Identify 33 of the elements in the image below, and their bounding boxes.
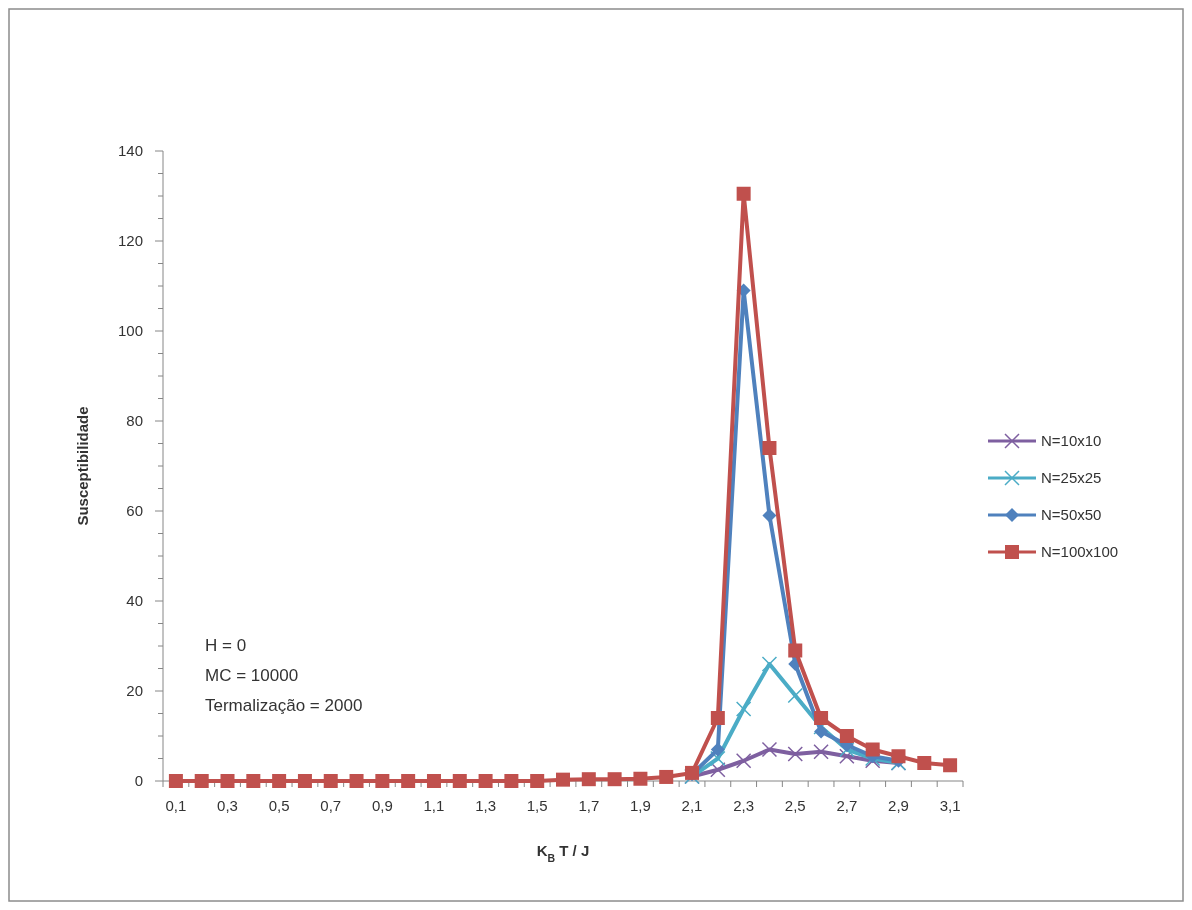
x-tick-label: 2,7 [836, 797, 858, 814]
annotation: Termalização = 2000 [205, 696, 363, 715]
x-tick-label: 3,1 [939, 797, 961, 814]
x-tick-label: 2,9 [888, 797, 909, 814]
x-tick-label: 1,5 [526, 797, 548, 814]
x-tick-label: 1,3 [475, 797, 497, 814]
x-tick-label: 1,7 [578, 797, 600, 814]
y-tick-label: 140 [117, 142, 143, 160]
x-tick-label: 0,7 [320, 797, 342, 814]
legend-label: N=25x25 [1041, 469, 1102, 487]
x-tick-label: 1,9 [629, 797, 651, 814]
x-tick-label: 2,5 [784, 797, 806, 814]
y-tick-label: 0 [134, 772, 143, 790]
x-tick-label: 2,3 [733, 797, 755, 814]
x-tick-label: 1,1 [423, 797, 445, 814]
x-axis-title: K$_{B}$ T / J [536, 842, 590, 864]
annotation: H = 0 [205, 636, 247, 655]
x-tick-label: 0,1 [165, 797, 187, 814]
legend-label: N=50x50 [1041, 506, 1102, 524]
x-tick-label: 0,9 [371, 797, 393, 814]
annotation: MC = 10000 [205, 666, 299, 685]
y-tick-label: 60 [126, 502, 143, 520]
y-tick-label: 120 [117, 232, 143, 250]
y-tick-label: 40 [126, 592, 143, 610]
legend-label: N=100x100 [1041, 543, 1119, 561]
y-axis-title: Susceptibilidade [74, 406, 91, 526]
y-tick-label: 100 [117, 322, 143, 340]
x-tick-label: 0,3 [217, 797, 238, 814]
y-tick-label: 80 [126, 412, 143, 430]
x-tick-label: 0,5 [268, 797, 290, 814]
y-tick-label: 20 [126, 682, 143, 700]
x-tick-label: 2,1 [681, 797, 703, 814]
legend-label: N=10x10 [1041, 432, 1102, 450]
